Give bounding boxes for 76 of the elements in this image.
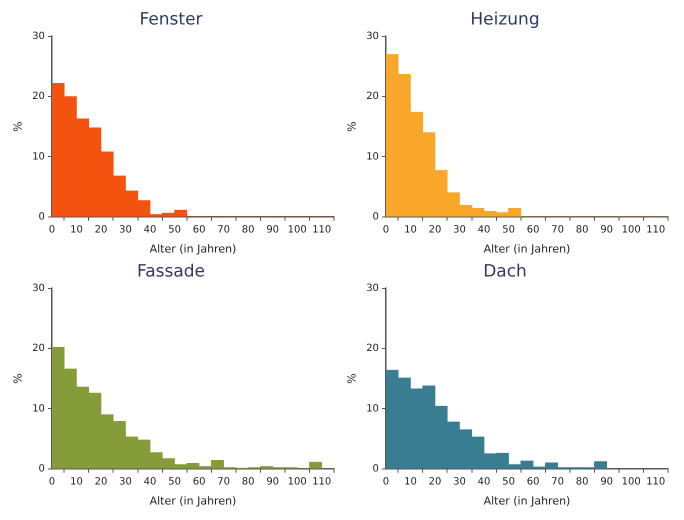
chart-title: Dach [483,262,527,282]
y-axis-title: % [11,373,24,384]
x-tick-label: 0 [48,224,56,236]
x-tick-label: 80 [242,476,255,488]
x-tick-label: 10 [404,224,417,236]
chart-title: Fenster [139,10,203,30]
y-tick-label: 30 [366,282,379,294]
x-axis-title: Alter (in Jahren) [484,242,570,256]
x-axis-title: Alter (in Jahren) [150,242,236,256]
x-tick-label: 40 [144,476,156,488]
x-tick-label: 60 [192,476,206,488]
x-tick-label: 70 [217,224,230,236]
x-tick-label: 20 [428,476,442,488]
x-tick-label: 50 [502,476,515,488]
y-axis-title: % [345,373,358,384]
x-tick-label: 110 [646,476,666,488]
x-tick-label: 60 [192,224,206,236]
x-tick-label: 80 [576,224,589,236]
x-tick-label: 10 [70,476,83,488]
x-tick-label: 20 [94,476,108,488]
x-tick-label: 90 [266,476,280,488]
x-tick-label: 0 [382,476,390,488]
x-tick-label: 30 [453,476,466,488]
x-tick-label: 110 [312,224,332,236]
y-tick-label: 0 [38,211,45,222]
x-tick-label: 0 [48,476,56,488]
y-tick-label: 20 [366,91,379,102]
y-axis-title: % [11,121,24,132]
x-tick-label: 40 [144,224,156,236]
x-tick-label: 100 [288,224,307,236]
x-axis-title: Alter (in Jahren) [150,494,236,508]
x-tick-label: 50 [168,476,181,488]
x-tick-label: 90 [600,224,614,236]
y-tick-label: 30 [32,282,45,294]
x-tick-label: 100 [622,224,641,236]
y-tick-label: 30 [32,30,45,42]
x-axis-title: Alter (in Jahren) [484,494,570,508]
x-tick-label: 30 [119,476,132,488]
x-tick-label: 100 [288,476,307,488]
x-tick-label: 110 [312,476,332,488]
x-tick-label: 70 [551,224,564,236]
x-tick-label: 80 [576,476,589,488]
x-tick-label: 0 [382,224,390,236]
y-tick-label: 0 [372,463,379,474]
x-tick-label: 60 [526,476,540,488]
y-tick-label: 10 [32,151,45,162]
y-tick-label: 10 [366,151,379,162]
x-tick-label: 30 [453,224,466,236]
y-tick-label: 10 [32,403,45,414]
chart-title: Heizung [470,10,540,30]
x-tick-label: 10 [404,476,417,488]
x-tick-label: 50 [502,224,515,236]
x-tick-label: 70 [217,476,230,488]
x-tick-label: 90 [266,224,280,236]
y-tick-label: 30 [366,30,379,42]
y-axis-title: % [345,121,358,132]
x-tick-label: 20 [94,224,108,236]
y-tick-label: 0 [372,211,379,222]
y-tick-label: 20 [32,91,45,102]
x-tick-label: 40 [478,224,490,236]
y-tick-label: 0 [38,463,45,474]
x-tick-label: 30 [119,224,132,236]
x-tick-label: 110 [646,224,666,236]
x-tick-label: 20 [428,224,442,236]
y-tick-label: 10 [366,403,379,414]
x-tick-label: 50 [168,224,181,236]
x-tick-label: 90 [600,476,614,488]
chart-title: Fassade [136,262,206,282]
x-tick-label: 60 [526,224,540,236]
x-tick-label: 80 [242,224,255,236]
x-tick-label: 100 [622,476,641,488]
y-tick-label: 20 [366,343,379,354]
x-tick-label: 70 [551,476,564,488]
x-tick-label: 40 [478,476,490,488]
y-tick-label: 20 [32,343,45,354]
x-tick-label: 10 [70,224,83,236]
